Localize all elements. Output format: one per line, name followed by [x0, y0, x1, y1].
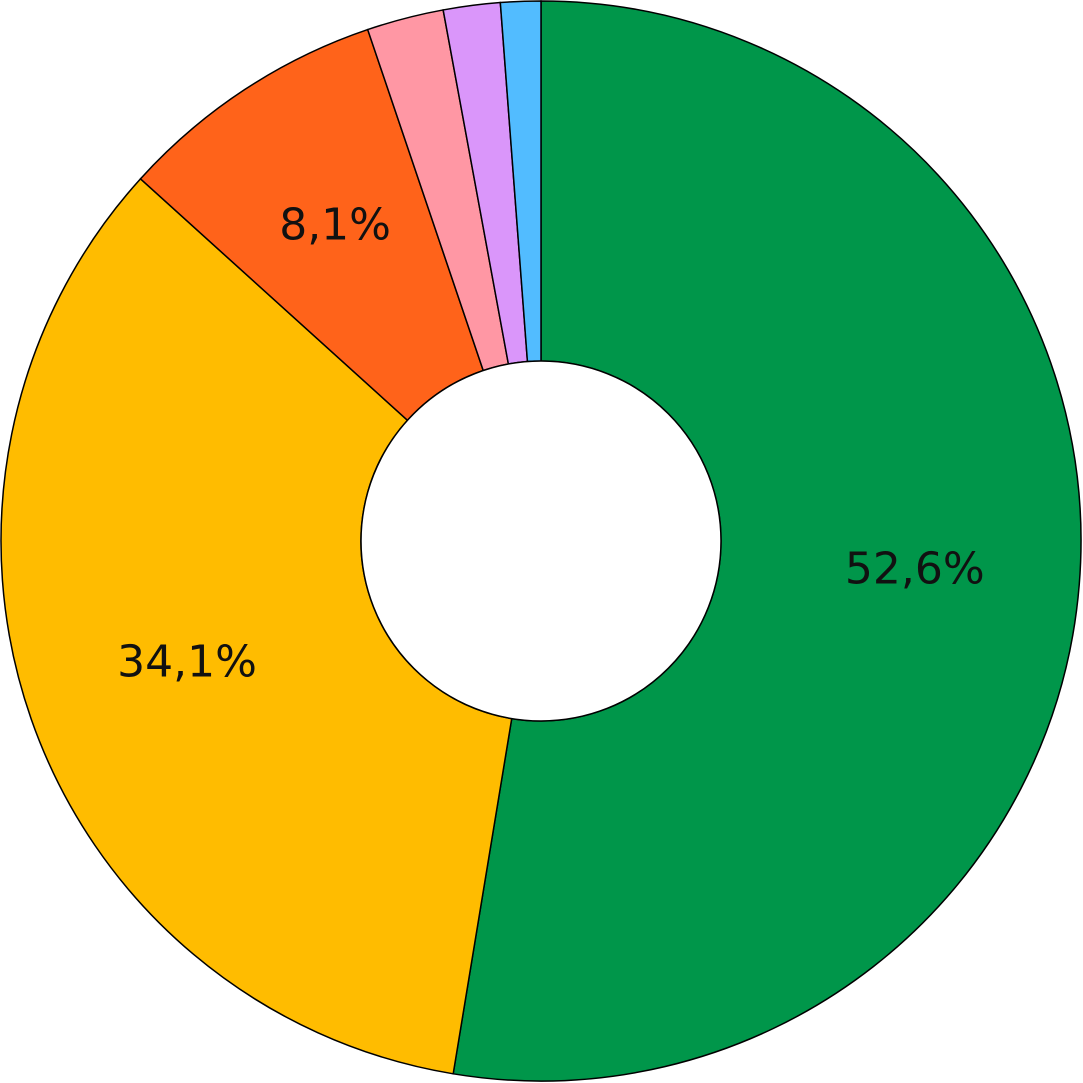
donut-hole: [360, 360, 722, 722]
slice-label-1: 34,1%: [117, 637, 257, 688]
slice-label-0: 52,6%: [845, 544, 985, 595]
labels-layer: 52,6% 34,1% 8,1%: [117, 200, 985, 688]
slice-label-2: 8,1%: [279, 200, 391, 251]
